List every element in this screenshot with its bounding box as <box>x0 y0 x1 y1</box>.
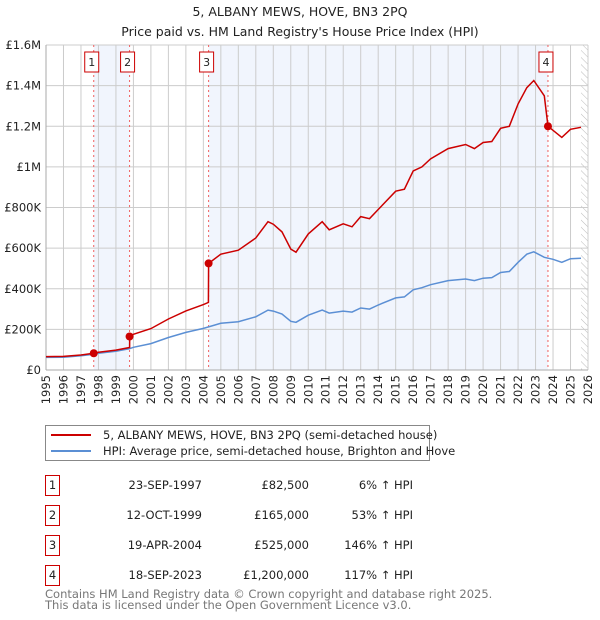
x-tick-label: 2006 <box>231 375 245 404</box>
sale-point <box>125 332 134 341</box>
x-tick-label: 2004 <box>196 375 210 404</box>
x-tick-label: 1999 <box>109 375 123 404</box>
x-tick-label: 2009 <box>284 375 298 404</box>
x-tick-label: 1996 <box>56 375 70 404</box>
legend-swatch-red <box>51 434 91 436</box>
sale-point <box>89 349 98 358</box>
x-tick-label: 2012 <box>336 375 350 404</box>
sale-label-box <box>84 51 100 73</box>
sale-label-number: 3 <box>203 56 210 69</box>
x-tick-label: 2026 <box>581 375 595 404</box>
chart-legend: 5, ALBANY MEWS, HOVE, BN3 2PQ (semi-deta… <box>45 425 455 461</box>
sale-point <box>543 122 552 131</box>
x-tick-label: 2018 <box>441 375 455 404</box>
x-tick-label: 2014 <box>371 375 385 404</box>
price-chart: 5, ALBANY MEWS, HOVE, BN3 2PQ Price paid… <box>4 4 595 404</box>
x-tick-label: 2003 <box>179 375 193 404</box>
x-tick-label: 2017 <box>424 375 438 404</box>
sale-number-badge: 3 <box>45 535 60 556</box>
sale-date: 23-SEP-1997 <box>128 478 202 492</box>
y-tick-label: £600K <box>4 241 41 255</box>
sale-number-badge: 4 <box>45 565 60 586</box>
y-tick-label: £0 <box>26 363 41 377</box>
y-tick-label: £1.6M <box>5 38 41 52</box>
x-tick-label: 2020 <box>476 375 490 404</box>
sale-label-box <box>538 51 554 73</box>
x-tick-label: 2007 <box>249 375 263 404</box>
sale-date: 12-OCT-1999 <box>126 508 202 522</box>
legend-item-property: 5, ALBANY MEWS, HOVE, BN3 2PQ (semi-deta… <box>46 427 437 443</box>
x-tick-label: 2002 <box>161 375 175 404</box>
table-row: 1 23-SEP-1997 £82,500 6% ↑ HPI <box>45 475 413 497</box>
x-tick-label: 2015 <box>389 375 403 404</box>
x-tick-label: 2021 <box>494 375 508 404</box>
y-tick-label: £200K <box>4 322 41 336</box>
legend-swatch-blue <box>51 450 91 452</box>
sale-hpi-change: 117% ↑ HPI <box>344 568 413 582</box>
sale-hpi-change: 146% ↑ HPI <box>344 538 413 552</box>
x-tick-label: 1995 <box>39 375 53 404</box>
y-tick-label: £1.2M <box>5 119 41 133</box>
x-tick-label: 2025 <box>564 375 578 404</box>
x-tick-label: 2010 <box>301 375 315 404</box>
sale-label-box <box>120 51 136 73</box>
sale-hpi-change: 6% ↑ HPI <box>358 478 413 492</box>
x-tick-label: 2019 <box>459 375 473 404</box>
sale-price: £82,500 <box>261 478 309 492</box>
y-tick-label: £800K <box>4 201 41 215</box>
sale-price: £1,200,000 <box>243 568 309 582</box>
sale-date: 19-APR-2004 <box>127 538 202 552</box>
legend-item-hpi: HPI: Average price, semi-detached house,… <box>46 443 455 459</box>
x-tick-label: 2008 <box>266 375 280 404</box>
sale-price: £165,000 <box>254 508 309 522</box>
y-tick-label: £1M <box>16 160 41 174</box>
footer-copyright: Contains HM Land Registry data © Crown c… <box>45 587 493 601</box>
table-row: 4 18-SEP-2023 £1,200,000 117% ↑ HPI <box>45 565 413 587</box>
sale-label-number: 2 <box>124 56 131 69</box>
y-tick-label: £1.4M <box>5 79 41 93</box>
x-tick-label: 2023 <box>529 375 543 404</box>
x-tick-label: 2022 <box>511 375 525 404</box>
x-tick-label: 2024 <box>546 375 560 404</box>
sale-point <box>204 259 213 268</box>
footer-licence: This data is licensed under the Open Gov… <box>45 598 412 612</box>
x-tick-label: 2001 <box>144 375 158 404</box>
sale-label-number: 1 <box>88 56 95 69</box>
x-tick-label: 2011 <box>319 375 333 404</box>
chart-title: 5, ALBANY MEWS, HOVE, BN3 2PQ <box>192 4 407 19</box>
sale-label-number: 4 <box>542 56 549 69</box>
chart-subtitle: Price paid vs. HM Land Registry's House … <box>121 24 478 39</box>
table-row: 2 12-OCT-1999 £165,000 53% ↑ HPI <box>45 505 413 527</box>
sale-number-badge: 2 <box>45 505 60 526</box>
sale-hpi-change: 53% ↑ HPI <box>351 508 413 522</box>
sale-price: £525,000 <box>254 538 309 552</box>
y-tick-label: £400K <box>4 282 41 296</box>
x-tick-label: 2016 <box>406 375 420 404</box>
x-tick-label: 2000 <box>126 375 140 404</box>
x-tick-label: 1997 <box>74 375 88 404</box>
hpi-line <box>45 250 582 359</box>
x-tick-label: 2013 <box>354 375 368 404</box>
property-price-line <box>45 79 582 358</box>
legend-label: HPI: Average price, semi-detached house,… <box>103 444 456 458</box>
sale-date: 18-SEP-2023 <box>128 568 202 582</box>
x-tick-label: 2005 <box>214 375 228 404</box>
legend-label: 5, ALBANY MEWS, HOVE, BN3 2PQ (semi-deta… <box>103 428 438 442</box>
sale-label-box <box>199 51 215 73</box>
sale-number-badge: 1 <box>45 475 60 496</box>
table-row: 3 19-APR-2004 £525,000 146% ↑ HPI <box>45 535 413 557</box>
x-tick-label: 1998 <box>91 375 105 404</box>
